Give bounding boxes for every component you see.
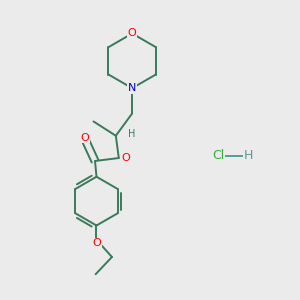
Text: H: H <box>128 129 136 139</box>
Text: H: H <box>243 149 253 162</box>
Text: O: O <box>121 153 130 163</box>
Text: Cl: Cl <box>212 149 224 162</box>
Text: O: O <box>128 28 136 38</box>
Text: O: O <box>92 238 101 248</box>
Text: O: O <box>80 133 89 143</box>
Text: N: N <box>128 83 136 93</box>
